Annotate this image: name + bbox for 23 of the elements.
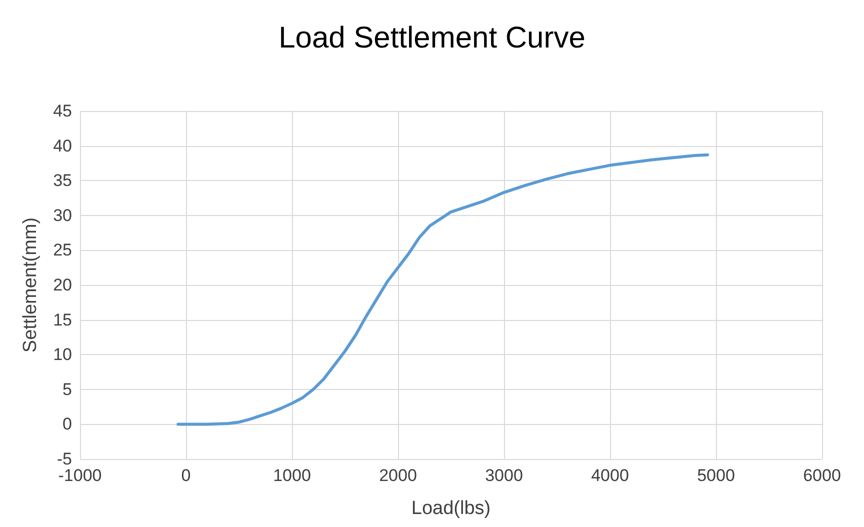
y-tick-label: 20: [53, 276, 72, 294]
y-tick-label: 0: [62, 414, 72, 434]
x-tick-label: -1000: [58, 466, 102, 485]
y-tick-label: -5: [56, 450, 72, 468]
y-tick-label: 35: [53, 171, 72, 190]
x-tick-label: 1000: [273, 466, 311, 485]
y-axis-title: Settlement(mm): [20, 217, 41, 353]
x-tick-label: 0: [181, 466, 191, 485]
x-tick-label: 2000: [379, 466, 417, 485]
x-tick-label: 3000: [485, 466, 523, 485]
x-tick-label: 6000: [803, 466, 841, 485]
y-tick-label: 10: [53, 345, 72, 364]
x-tick-label: 4000: [591, 466, 629, 485]
y-tick-label: 5: [62, 380, 72, 399]
y-tick-label: 25: [53, 240, 72, 260]
y-tick-label: 15: [53, 310, 72, 330]
line-series: [176, 153, 710, 426]
x-axis-title: Load(lbs): [411, 498, 491, 519]
x-tick-label: 5000: [697, 466, 735, 485]
y-tick-label: 45: [53, 102, 72, 120]
y-tick-label: 30: [53, 206, 72, 225]
chart-title: Load Settlement Curve: [278, 22, 586, 54]
y-tick-label: 40: [53, 136, 72, 156]
